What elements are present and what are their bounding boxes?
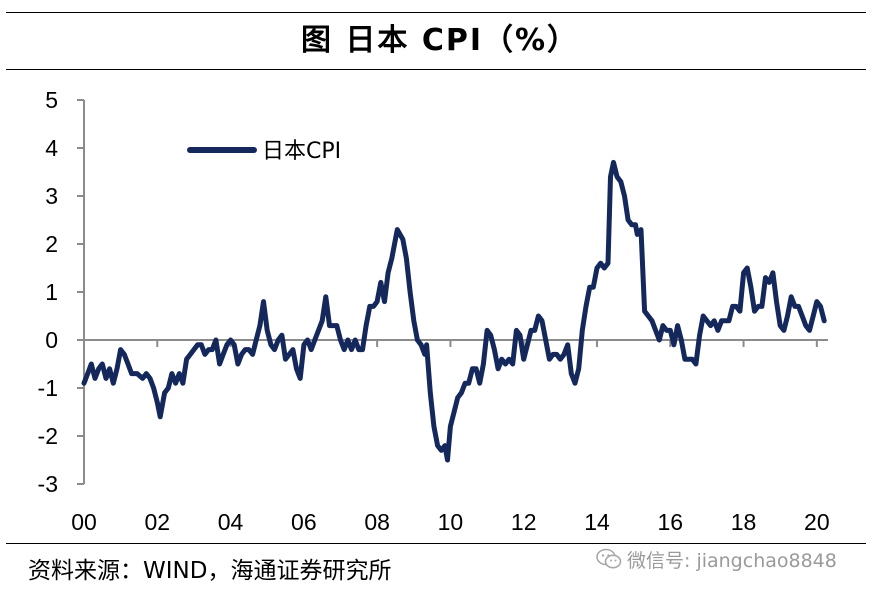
x-tick-label: 08: [364, 509, 390, 535]
y-tick-label: 4: [45, 135, 58, 161]
y-tick-label: -1: [38, 375, 58, 401]
x-tick-label: 10: [438, 509, 464, 535]
x-tick-label: 00: [71, 509, 97, 535]
x-tick-label: 04: [218, 509, 244, 535]
y-tick-label: 1: [45, 279, 58, 305]
chart-title: 图 日本 CPI（%）: [300, 23, 580, 58]
footer-rule: [6, 543, 866, 544]
x-tick-label: 06: [291, 509, 317, 535]
y-tick-label: -3: [38, 471, 58, 497]
watermark-text: 微信号: jiangchao8848: [627, 549, 837, 572]
source-note: 资料来源：WIND，海通证券研究所: [28, 558, 392, 584]
y-tick-label: 3: [45, 183, 58, 209]
x-tick-label: 12: [511, 509, 537, 535]
wechat-icon: [596, 548, 622, 569]
y-tick-label: 5: [45, 87, 58, 113]
title-rule-top: [6, 12, 866, 13]
y-tick-label: -2: [38, 423, 58, 449]
x-tick-label: 16: [657, 509, 683, 535]
x-tick-label: 18: [731, 509, 757, 535]
title-rule-bottom: [6, 69, 866, 70]
x-tick-label: 14: [584, 509, 610, 535]
y-tick-label: 0: [45, 327, 58, 353]
x-tick-label: 20: [804, 509, 830, 535]
x-tick-label: 02: [144, 509, 170, 535]
series-line-0: [81, 159, 827, 463]
legend-label: 日本CPI: [262, 139, 341, 164]
y-axis: 5 4 3 2 1 0 -1 -2 -3: [38, 87, 85, 497]
y-tick-label: 2: [45, 231, 58, 257]
legend: 日本CPI: [187, 139, 341, 164]
watermark: 微信号: jiangchao8848: [596, 546, 837, 572]
series-group: [81, 159, 827, 463]
